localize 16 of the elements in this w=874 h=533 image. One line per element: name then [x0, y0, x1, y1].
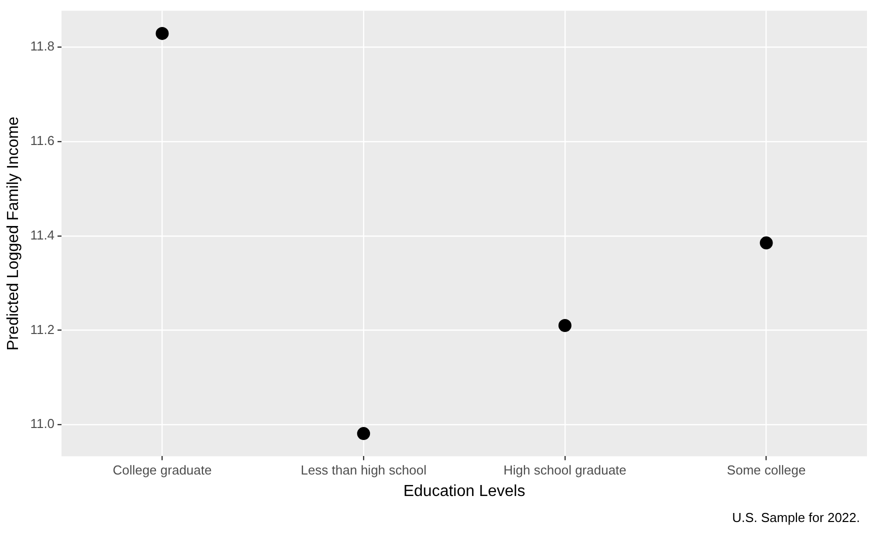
point [357, 427, 370, 440]
point [558, 319, 572, 332]
y-axis-title: Predicted Logged Family Income [5, 116, 22, 350]
x-tick-label: High school graduate [504, 462, 626, 478]
point [156, 26, 169, 40]
x-tick-label: College graduate [112, 462, 212, 478]
y-tick-label: 11.4 [30, 227, 55, 242]
x-tick-label: Less than high school [300, 462, 427, 478]
x-tick-label: Some college [726, 462, 806, 478]
x-axis-title: Education Levels [403, 482, 526, 500]
text: U.S. Sample for 2022. [732, 510, 860, 525]
point [760, 236, 773, 250]
y-tick-label: 11.8 [30, 38, 55, 54]
y-tick-label: 11.2 [30, 322, 55, 337]
y-tick-label: 11.6 [30, 133, 55, 148]
y-tick-label: 11.0 [30, 416, 55, 432]
